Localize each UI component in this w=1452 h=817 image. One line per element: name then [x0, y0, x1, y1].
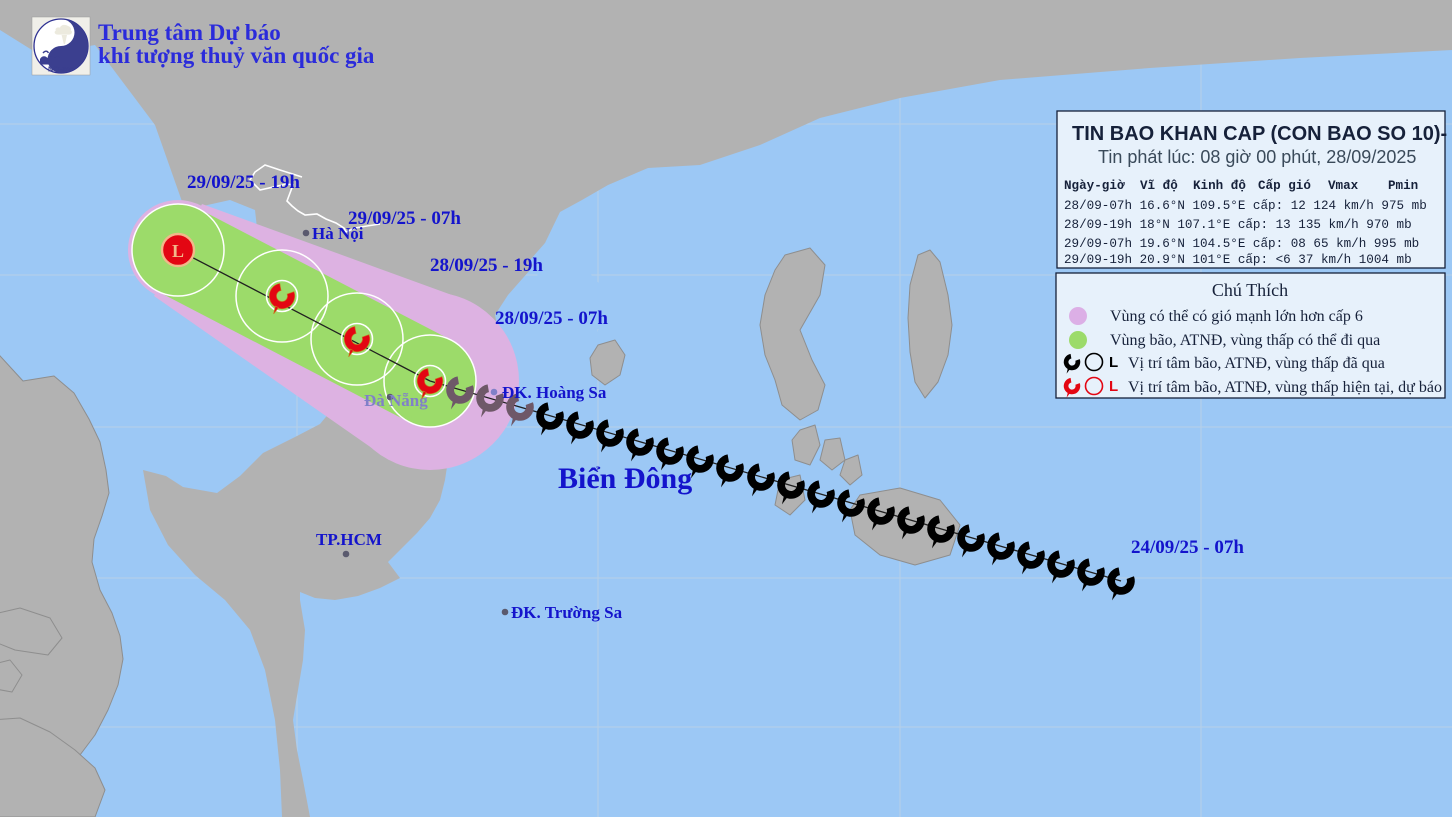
svg-text:L: L: [172, 241, 184, 261]
svg-text:ĐK. Trường Sa: ĐK. Trường Sa: [511, 603, 623, 622]
svg-text:khí tượng thuỷ văn quốc gia: khí tượng thuỷ văn quốc gia: [98, 43, 375, 68]
svg-text:L: L: [1109, 354, 1118, 371]
svg-text:Hà Nội: Hà Nội: [312, 224, 364, 243]
svg-text:Vmax: Vmax: [1328, 179, 1359, 193]
svg-text:Vùng có thể có gió mạnh lớn hơ: Vùng có thể có gió mạnh lớn hơn cấp 6: [1110, 308, 1363, 325]
svg-text:29/09-07h 19.6°N 104.5°E cấp:: 29/09-07h 19.6°N 104.5°E cấp: 08 65 km/h…: [1064, 237, 1419, 251]
svg-text:TIN BAO KHAN CAP (CON BAO SO 1: TIN BAO KHAN CAP (CON BAO SO 10)-: [1072, 123, 1447, 145]
svg-text:29/09/25 - 07h: 29/09/25 - 07h: [348, 208, 461, 229]
svg-text:ĐK. Hoàng Sa: ĐK. Hoàng Sa: [502, 383, 607, 402]
svg-text:29/09-19h 20.9°N 101°E cấp:: 29/09-19h 20.9°N 101°E cấp: <6 37 km/h 1…: [1064, 253, 1412, 267]
svg-text:Đà Nẵng: Đà Nẵng: [364, 391, 428, 410]
svg-text:Cấp gió: Cấp gió: [1258, 179, 1311, 193]
svg-text:L: L: [1109, 378, 1118, 395]
svg-text:28/09-19h 18°N 107.1°E cấp:: 28/09-19h 18°N 107.1°E cấp: 13 135 km/h …: [1064, 218, 1412, 232]
svg-text:Ngày-giờ: Ngày-giờ: [1064, 179, 1125, 193]
svg-text:Vĩ độ: Vĩ độ: [1140, 179, 1178, 193]
svg-text:Vùng bão, ATNĐ, vùng thấp có t: Vùng bão, ATNĐ, vùng thấp có thể đi qua: [1110, 332, 1380, 349]
svg-text:28/09/25 - 07h: 28/09/25 - 07h: [495, 308, 608, 329]
svg-text:TP.HCM: TP.HCM: [316, 530, 382, 549]
svg-text:Kinh độ: Kinh độ: [1193, 179, 1246, 193]
svg-text:Trung tâm Dự báo: Trung tâm Dự báo: [98, 20, 281, 45]
svg-text:29/09/25 - 19h: 29/09/25 - 19h: [187, 172, 300, 193]
svg-text:24/09/25 - 07h: 24/09/25 - 07h: [1131, 537, 1244, 558]
svg-text:Vị trí tâm bão, ATNĐ, vùng thấ: Vị trí tâm bão, ATNĐ, vùng thấp đã qua: [1128, 355, 1385, 372]
svg-text:28/09-07h 16.6°N 109.5°E cấp:: 28/09-07h 16.6°N 109.5°E cấp: 12 124 km/…: [1064, 199, 1427, 213]
svg-text:Tin phát lúc: 08 giờ 00 phút,: Tin phát lúc: 08 giờ 00 phút, 28/09/2025: [1098, 147, 1416, 167]
svg-text:Vị trí tâm bão, ATNĐ, vùng thấ: Vị trí tâm bão, ATNĐ, vùng thấp hiện tại…: [1128, 379, 1442, 396]
svg-text:Biển Đông: Biển Đông: [558, 462, 692, 495]
svg-text:Pmin: Pmin: [1388, 179, 1418, 193]
svg-text:28/09/25 - 19h: 28/09/25 - 19h: [430, 255, 543, 276]
svg-text:NCHMF: NCHMF: [48, 65, 75, 74]
svg-text:Chú Thích: Chú Thích: [1212, 280, 1288, 300]
